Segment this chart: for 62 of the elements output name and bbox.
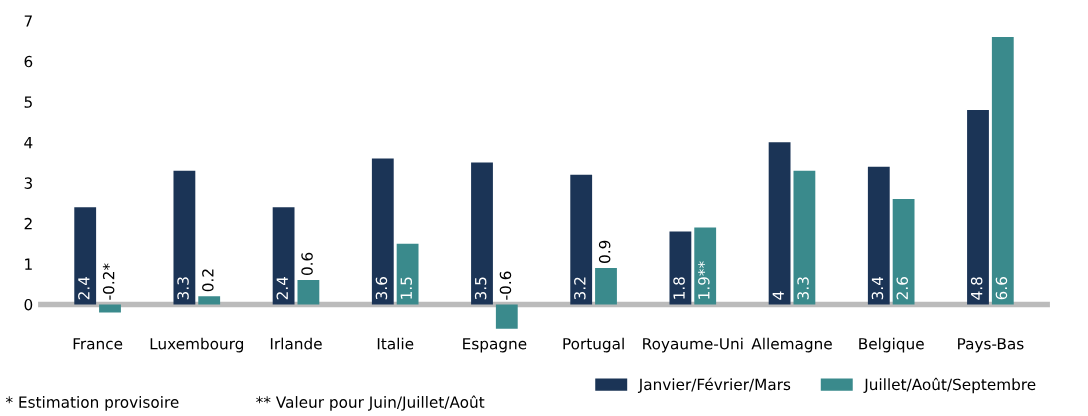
- data-label: 0.9: [598, 240, 611, 263]
- bar: [570, 174, 593, 305]
- data-label: 3.5: [474, 277, 487, 300]
- data-label: 3.6: [375, 277, 388, 300]
- y-tick-label: 6: [24, 55, 33, 68]
- text: ** Valeur pour Juin/Juillet/Août: [256, 395, 485, 411]
- data-label: 1.9**: [698, 261, 710, 299]
- data-label: 3.4: [871, 276, 884, 300]
- y-tick-label: 0: [24, 298, 33, 311]
- bar: [892, 199, 915, 305]
- data-label: 0.2: [202, 269, 214, 292]
- data-label: 6.6: [995, 277, 1008, 300]
- x-tick-label: Luxembourg: [150, 337, 244, 353]
- bar: [495, 304, 518, 329]
- bar: [768, 142, 791, 305]
- bar: [669, 231, 692, 305]
- bar: [595, 267, 617, 305]
- data-label: -0.2*: [102, 263, 115, 300]
- x-tick-label: Portugal: [563, 337, 624, 353]
- bar: [173, 170, 196, 305]
- y-tick-label: 4: [24, 137, 33, 149]
- data-label: 2.6: [896, 277, 909, 300]
- data-label: 2.4: [276, 276, 288, 300]
- bar: [694, 227, 717, 305]
- bar: [867, 166, 890, 305]
- data-label: 2.4: [78, 276, 90, 300]
- data-label: 3.3: [177, 277, 189, 300]
- legend-label: Juillet/Août/Septembre: [863, 377, 1036, 394]
- bar: [99, 304, 121, 313]
- x-tick-label: Royaume-Uni: [643, 337, 743, 353]
- y-tick-label: 2: [24, 217, 32, 230]
- data-label: -0.6: [499, 271, 512, 300]
- legend-label: Janvier/Février/Mars: [637, 377, 791, 394]
- bar: [991, 37, 1014, 305]
- x-tick-label: Italie: [377, 337, 414, 350]
- data-label: 3.2: [574, 277, 586, 300]
- y-tick-label: 5: [24, 96, 32, 108]
- bar: [471, 162, 493, 305]
- data-label: 4: [772, 291, 784, 300]
- bar: [793, 170, 816, 305]
- y-tick-label: 7: [24, 15, 32, 27]
- bar: [396, 243, 419, 305]
- bar: [297, 280, 320, 305]
- x-tick-label: Belgique: [859, 337, 924, 353]
- bar: [74, 207, 97, 305]
- bar: [371, 158, 394, 305]
- x-tick-label: Pays-Bas: [958, 338, 1024, 353]
- bar: [198, 296, 221, 305]
- data-label: 4.8: [970, 277, 983, 300]
- x-tick-label: France: [73, 338, 123, 350]
- data-label: 1.8: [673, 277, 685, 299]
- y-tick-label: 3: [24, 177, 32, 189]
- x-tick-label: Espagne: [463, 338, 527, 353]
- bar: [272, 207, 295, 305]
- data-label: 1.5: [400, 277, 413, 299]
- bar: [967, 109, 989, 305]
- x-tick-label: Allemagne: [751, 337, 832, 353]
- x-tick-label: Irlande: [270, 337, 322, 350]
- data-label: 0.6: [301, 252, 313, 276]
- y-tick-label: 1: [25, 258, 32, 270]
- data-label: 3.3: [797, 277, 809, 300]
- text: * Estimation provisoire: [5, 396, 179, 411]
